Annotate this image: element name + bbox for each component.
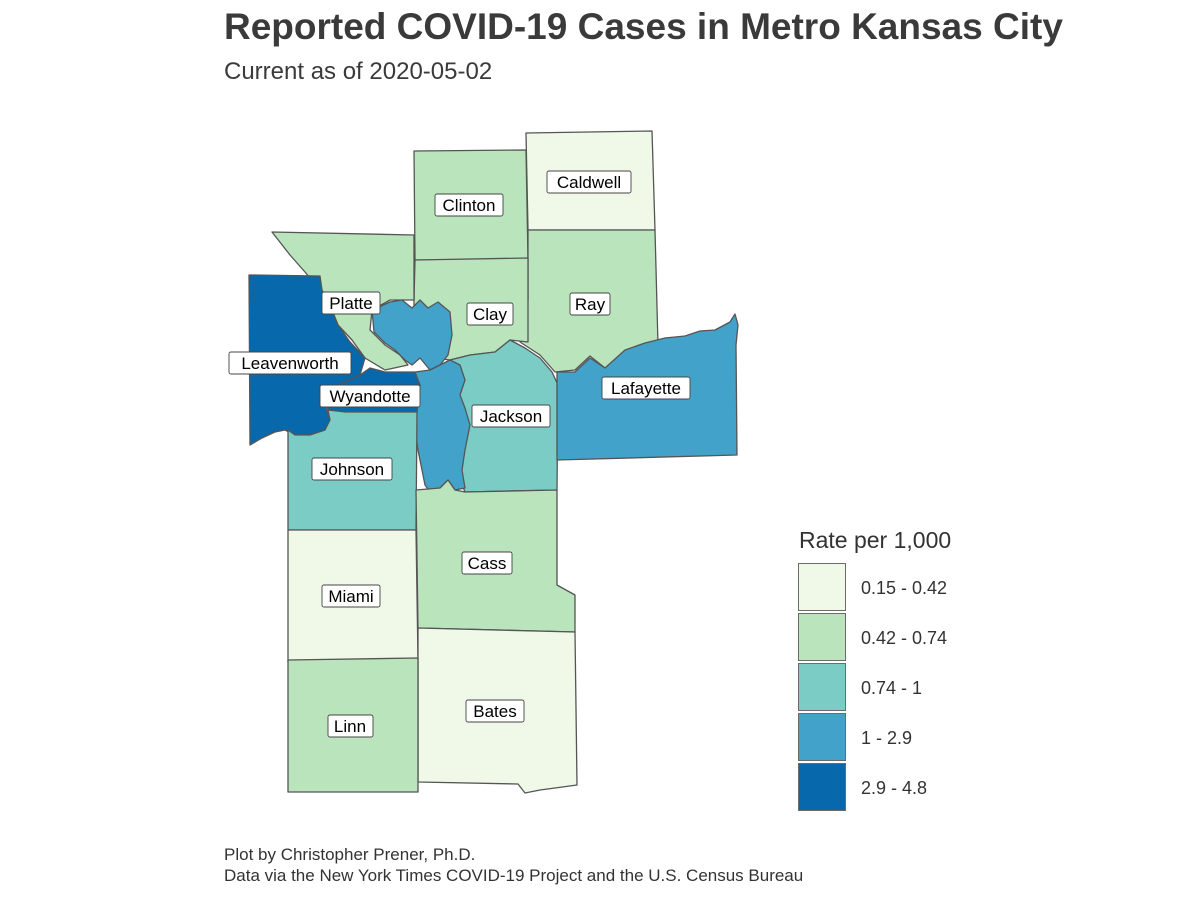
caption: Plot by Christopher Prener, Ph.D. Data v… bbox=[224, 844, 803, 886]
label-linn-text: Linn bbox=[334, 717, 366, 736]
label-caldwell-text: Caldwell bbox=[557, 173, 621, 192]
county-jackson-urban bbox=[414, 359, 471, 493]
label-clinton: Clinton bbox=[434, 193, 504, 217]
label-leavenworth-text: Leavenworth bbox=[241, 354, 338, 373]
legend-label: 1 - 2.9 bbox=[861, 728, 913, 748]
label-platte: Platte bbox=[321, 291, 381, 315]
county-labels: Caldwell Clinton Ray Clay Platte Leavenw… bbox=[228, 170, 691, 738]
legend-swatch bbox=[798, 613, 846, 661]
label-cass: Cass bbox=[461, 551, 513, 575]
label-wyandotte: Wyandotte bbox=[319, 384, 421, 408]
legend-swatch bbox=[798, 763, 846, 811]
label-cass-text: Cass bbox=[468, 554, 507, 573]
label-bates-text: Bates bbox=[473, 702, 516, 721]
label-lafayette: Lafayette bbox=[601, 376, 691, 400]
label-ray: Ray bbox=[569, 292, 611, 316]
county-shapes bbox=[248, 130, 739, 794]
legend-swatch bbox=[798, 663, 846, 711]
legend-label: 0.74 - 1 bbox=[861, 678, 923, 698]
label-miami: Miami bbox=[321, 584, 381, 608]
label-lafayette-text: Lafayette bbox=[611, 379, 681, 398]
label-platte-text: Platte bbox=[329, 294, 372, 313]
legend-label: 2.9 - 4.8 bbox=[861, 778, 928, 798]
label-clay-text: Clay bbox=[473, 305, 508, 324]
legend-title: Rate per 1,000 bbox=[799, 527, 952, 553]
legend-label: 0.42 - 0.74 bbox=[861, 628, 948, 648]
legend-swatch bbox=[798, 563, 846, 611]
label-wyandotte-text: Wyandotte bbox=[329, 387, 410, 406]
legend-swatch bbox=[798, 713, 846, 761]
label-jackson-text: Jackson bbox=[480, 407, 542, 426]
legend-label: 0.15 - 0.42 bbox=[861, 578, 948, 598]
label-clay: Clay bbox=[466, 302, 514, 326]
label-ray-text: Ray bbox=[575, 295, 606, 314]
label-caldwell: Caldwell bbox=[546, 170, 632, 194]
map-title: Reported COVID-19 Cases in Metro Kansas … bbox=[224, 6, 1063, 47]
map-subtitle: Current as of 2020-05-02 bbox=[224, 58, 493, 85]
caption-source: Data via the New York Times COVID-19 Pro… bbox=[224, 866, 804, 885]
label-clinton-text: Clinton bbox=[443, 196, 496, 215]
caption-author: Plot by Christopher Prener, Ph.D. bbox=[224, 845, 476, 864]
county-clay-urban bbox=[371, 299, 453, 371]
label-bates: Bates bbox=[465, 699, 525, 723]
label-miami-text: Miami bbox=[328, 587, 373, 606]
label-jackson: Jackson bbox=[471, 404, 551, 428]
label-johnson: Johnson bbox=[311, 457, 393, 481]
label-linn: Linn bbox=[327, 714, 374, 738]
label-leavenworth: Leavenworth bbox=[228, 351, 352, 375]
label-johnson-text: Johnson bbox=[320, 460, 384, 479]
